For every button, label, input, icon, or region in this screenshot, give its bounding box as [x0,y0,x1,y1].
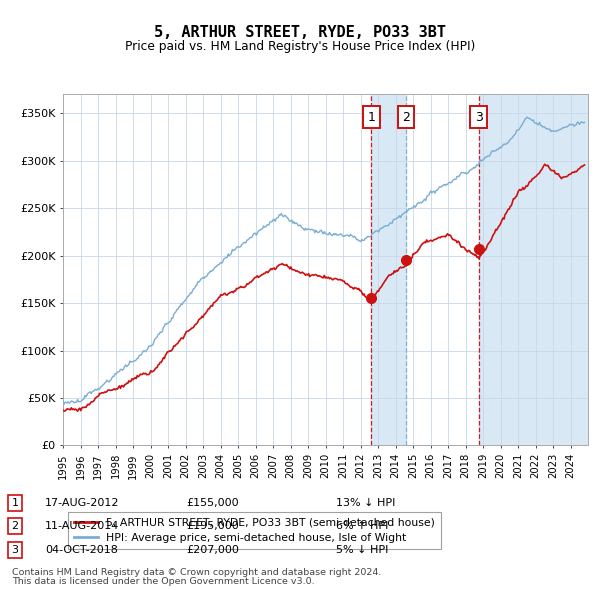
Text: £155,000: £155,000 [186,498,239,507]
Text: 3: 3 [11,545,19,555]
Text: 17-AUG-2012: 17-AUG-2012 [45,498,119,507]
Bar [371,94,406,445]
Text: 11-AUG-2014: 11-AUG-2014 [45,522,119,531]
Text: Contains HM Land Registry data © Crown copyright and database right 2024.: Contains HM Land Registry data © Crown c… [12,568,382,577]
Text: 2: 2 [11,522,19,531]
Text: 2: 2 [402,111,410,124]
Text: 1: 1 [11,498,19,507]
Text: 04-OCT-2018: 04-OCT-2018 [45,545,118,555]
Text: £207,000: £207,000 [186,545,239,555]
Text: 13% ↓ HPI: 13% ↓ HPI [336,498,395,507]
Text: £195,000: £195,000 [186,522,239,531]
Text: This data is licensed under the Open Government Licence v3.0.: This data is licensed under the Open Gov… [12,577,314,586]
Bar [479,94,597,445]
Text: 6% ↑ HPI: 6% ↑ HPI [336,522,388,531]
Text: 1: 1 [367,111,375,124]
Text: 3: 3 [475,111,482,124]
Legend: 5, ARTHUR STREET, RYDE, PO33 3BT (semi-detached house), HPI: Average price, semi: 5, ARTHUR STREET, RYDE, PO33 3BT (semi-d… [68,512,440,549]
Text: Price paid vs. HM Land Registry's House Price Index (HPI): Price paid vs. HM Land Registry's House … [125,40,475,53]
Text: 5% ↓ HPI: 5% ↓ HPI [336,545,388,555]
Text: 5, ARTHUR STREET, RYDE, PO33 3BT: 5, ARTHUR STREET, RYDE, PO33 3BT [154,25,446,40]
